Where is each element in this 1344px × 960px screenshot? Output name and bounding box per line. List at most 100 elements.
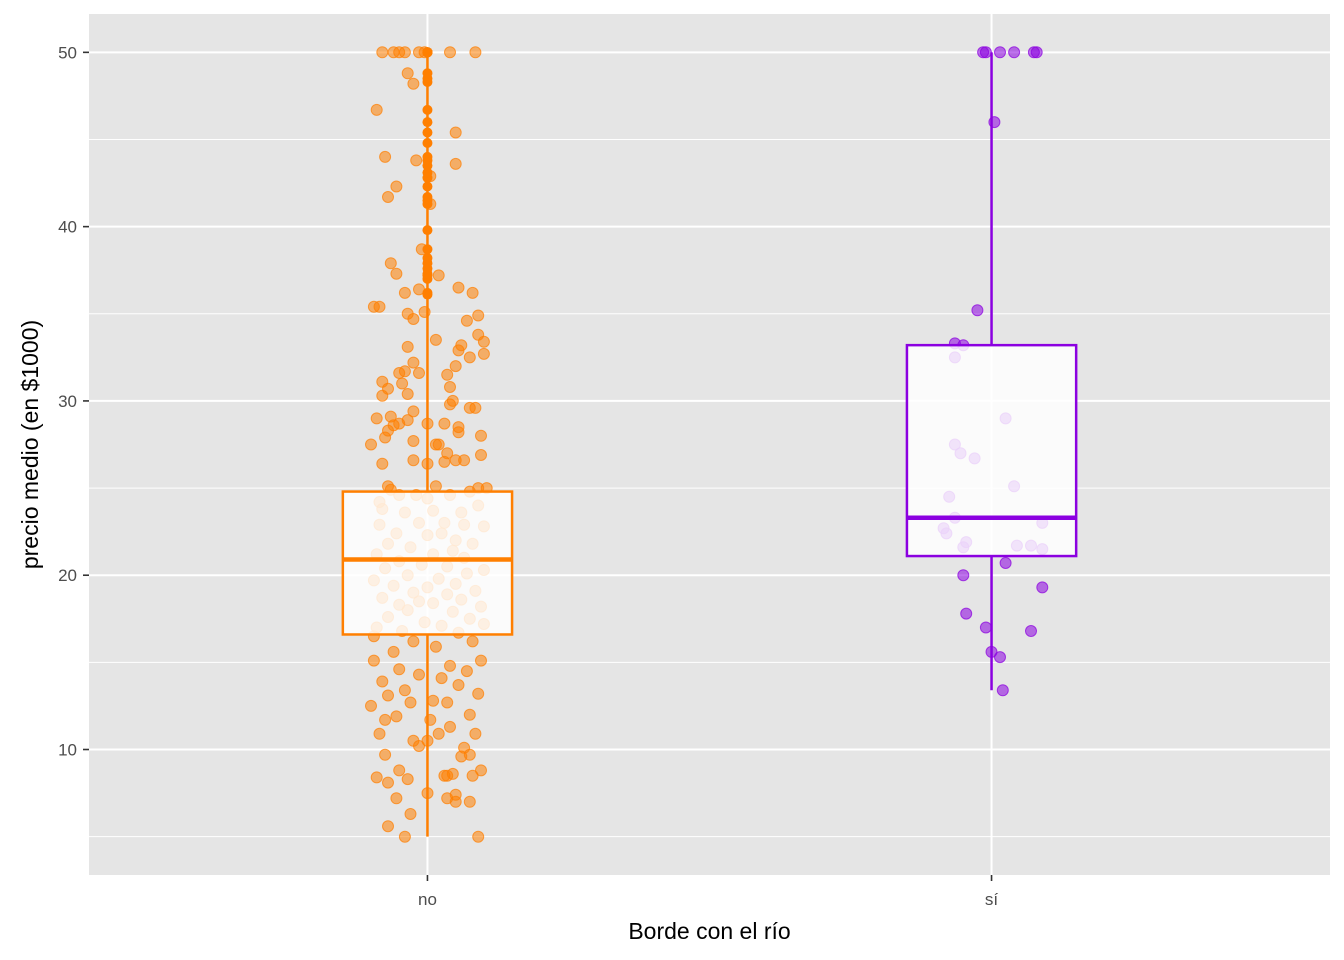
outlier-point <box>422 127 433 138</box>
jitter-point <box>370 412 383 425</box>
outlier-point <box>422 138 433 148</box>
jitter-point <box>1030 46 1043 59</box>
jitter-point <box>458 454 471 467</box>
jitter-point <box>475 654 487 667</box>
jitter-point <box>382 191 394 203</box>
jitter-point <box>429 480 442 493</box>
jitter-point <box>404 808 417 820</box>
jitter-point <box>466 769 479 782</box>
jitter-point <box>441 769 454 782</box>
x-tick-label: no <box>418 890 437 909</box>
jitter-point <box>382 776 394 789</box>
y-tick-label: 10 <box>58 741 77 760</box>
jitter-point <box>441 696 454 709</box>
jitter-point <box>429 640 442 653</box>
jitter-point <box>971 304 984 317</box>
jitter-point <box>1008 46 1021 59</box>
outlier-point <box>422 192 433 202</box>
jitter-point <box>382 820 394 833</box>
box-iqr <box>341 490 514 636</box>
jitter-point <box>393 367 406 379</box>
jitter-point <box>463 351 476 364</box>
box-iqr <box>905 343 1078 558</box>
jitter-point <box>413 367 425 379</box>
jitter-point <box>390 267 403 280</box>
jitter-point <box>449 157 462 170</box>
jitter-point <box>398 46 411 59</box>
jitter-point <box>407 435 420 447</box>
jitter-point <box>379 713 392 726</box>
jitter-point <box>432 269 445 282</box>
jitter-point <box>435 672 448 685</box>
jitter-point <box>376 389 389 402</box>
jitter-point <box>376 46 389 59</box>
jitter-point <box>427 694 440 707</box>
jitter-point <box>460 665 473 678</box>
jitter-point <box>398 830 411 843</box>
jitter-point <box>384 257 397 270</box>
outlier-point <box>422 253 433 263</box>
y-tick-label: 40 <box>58 218 77 237</box>
jitter-point <box>444 381 456 393</box>
jitter-point <box>401 388 414 400</box>
outlier-point <box>422 287 433 298</box>
jitter-point <box>407 77 420 90</box>
jitter-point <box>398 286 411 299</box>
y-tick-label: 30 <box>58 392 77 411</box>
jitter-point <box>460 314 473 327</box>
jitter-point <box>404 696 417 709</box>
outlier-point <box>422 225 433 236</box>
jitter-point <box>370 771 383 784</box>
jitter-point <box>410 154 423 167</box>
x-tick-label: sí <box>985 890 999 909</box>
plot-panel-background <box>89 14 1330 875</box>
jitter-point <box>367 654 380 667</box>
jitter-point <box>376 675 389 688</box>
jitter-point <box>1036 581 1049 594</box>
y-tick-label: 20 <box>58 566 77 585</box>
jitter-point <box>390 180 403 193</box>
jitter-point <box>429 333 442 346</box>
outlier-point <box>422 151 433 162</box>
jitter-point <box>407 313 420 325</box>
jitter-point <box>401 67 414 80</box>
jitter-point <box>429 438 442 451</box>
jitter-point <box>365 438 377 451</box>
jitter-point <box>393 764 406 777</box>
jitter-point <box>449 360 462 373</box>
jitter-point <box>469 46 482 59</box>
y-axis-title: precio medio (en $1000) <box>17 320 43 569</box>
jitter-point <box>438 455 451 468</box>
jitter-point <box>463 795 476 808</box>
jitter-point <box>444 720 456 733</box>
jitter-point <box>466 635 479 648</box>
jitter-point <box>379 431 392 444</box>
outlier-point <box>422 167 433 178</box>
jitter-point <box>379 748 392 761</box>
jitter-point <box>463 748 476 761</box>
jitter-point <box>398 684 411 697</box>
jitter-point <box>438 417 451 430</box>
outlier-point <box>422 244 433 255</box>
jitter-point <box>994 46 1006 59</box>
jitter-point <box>475 764 487 777</box>
jitter-point <box>957 569 970 582</box>
jitter-point <box>401 340 414 353</box>
jitter-point <box>469 727 482 740</box>
jitter-point <box>432 727 445 740</box>
jitter-point <box>390 710 403 723</box>
jitter-point <box>407 356 420 369</box>
jitter-point <box>994 651 1006 664</box>
x-axis: no sí <box>418 875 998 909</box>
jitter-point <box>475 449 487 461</box>
jitter-point <box>413 740 425 752</box>
jitter-point <box>977 46 990 59</box>
jitter-point <box>472 687 485 700</box>
jitter-point <box>477 335 490 348</box>
jitter-point <box>469 401 482 414</box>
jitter-point <box>452 281 465 294</box>
jitter-point <box>373 727 386 740</box>
jitter-point <box>441 368 454 381</box>
jitter-point <box>390 792 403 805</box>
